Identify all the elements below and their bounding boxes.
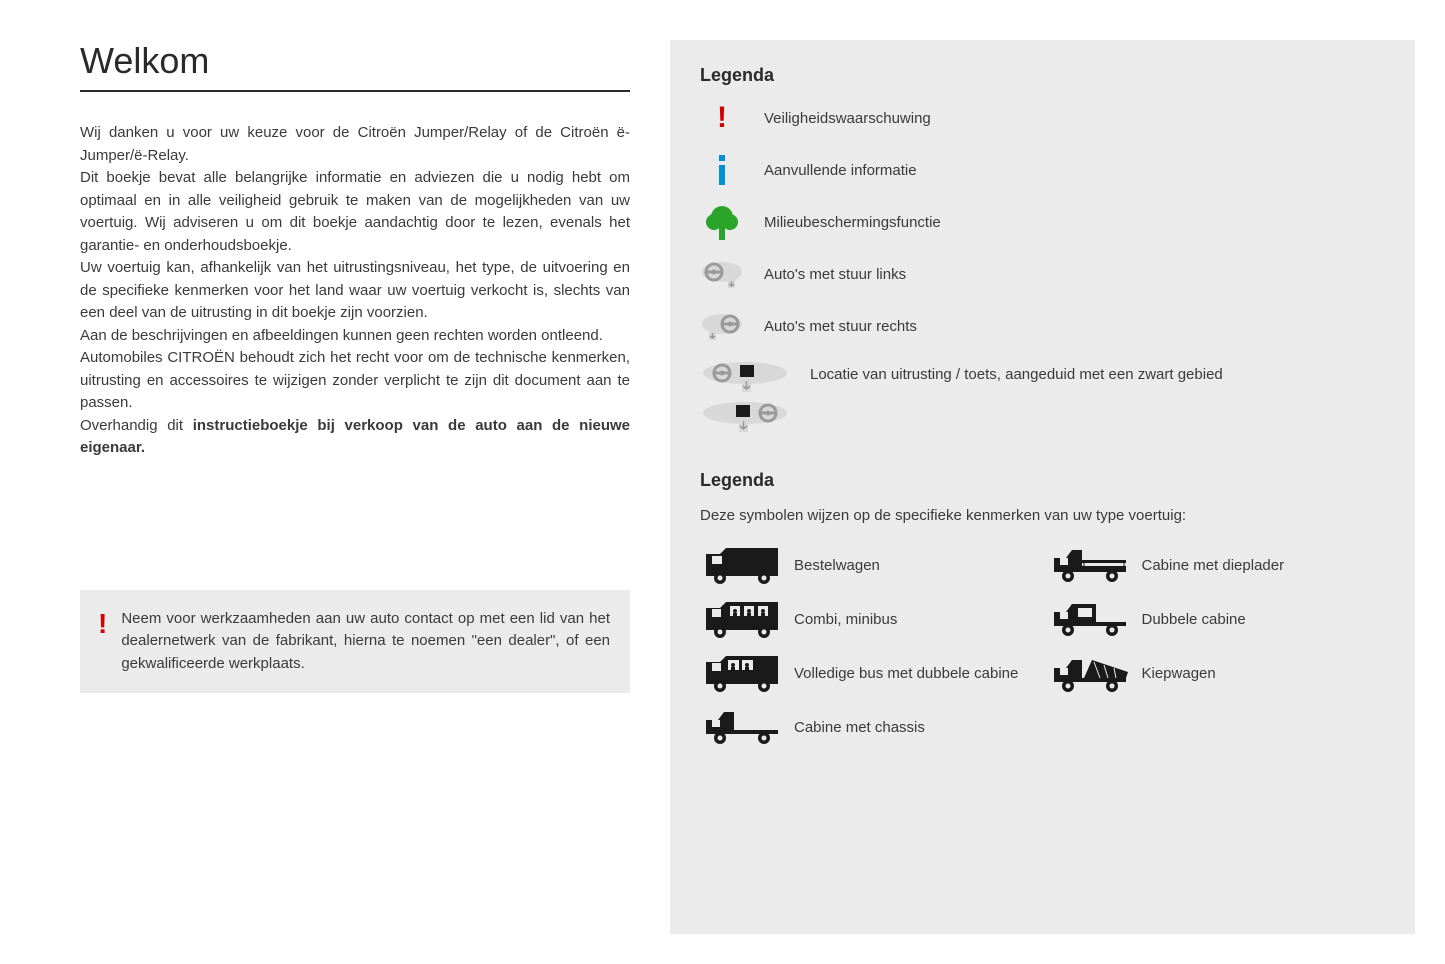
left-column: Welkom Wij danken u voor uw keuze voor d… (80, 40, 660, 934)
intro-p6: Overhandig dit instructieboekje bij verk… (80, 415, 630, 460)
vehicle-grid: Bestelwagen Cabine met dieplader (700, 544, 1385, 750)
vehicle-label: Cabine met dieplader (1142, 556, 1285, 576)
vehicle-label: Volledige bus met dubbele cabine (794, 664, 1018, 684)
warning-text: Neem voor werkzaamheden aan uw auto cont… (121, 608, 610, 676)
steering-right-icon (700, 308, 744, 344)
legend-item-rhd: Auto's met stuur rechts (700, 308, 1385, 344)
chassis-icon (700, 706, 782, 750)
legend-item-warning: ! Veiligheidswaarschuwing (700, 100, 1385, 136)
intro-p4: Aan de beschrijvingen en afbeeldingen ku… (80, 325, 630, 348)
tipper-icon (1048, 652, 1130, 696)
warning-icon: ! (700, 100, 744, 136)
vehicle-doublecab: Dubbele cabine (1048, 598, 1386, 642)
legend-label: Milieubeschermingsfunctie (764, 212, 941, 233)
legend-location-row: Locatie van uitrusting / toets, aangedui… (700, 360, 1385, 440)
vehicle-crewvan: Volledige bus met dubbele cabine (700, 652, 1038, 696)
legend1-list: ! Veiligheidswaarschuwing Aanvullende in… (700, 100, 1385, 344)
intro-p3: Uw voertuig kan, afhankelijk van het uit… (80, 257, 630, 325)
vehicle-tipper: Kiepwagen (1048, 652, 1386, 696)
vehicle-label: Bestelwagen (794, 556, 880, 576)
location-icons (700, 360, 790, 440)
legend-label: Veiligheidswaarschuwing (764, 108, 931, 129)
van-icon (700, 544, 782, 588)
legend-item-eco: Milieubeschermingsfunctie (700, 204, 1385, 240)
intro-p6-prefix: Overhandig dit (80, 417, 193, 434)
legend2-subtitle: Deze symbolen wijzen op de specifieke ke… (700, 505, 1385, 526)
intro-p2: Dit boekje bevat alle belangrijke inform… (80, 167, 630, 257)
legend2-title: Legenda (700, 470, 1385, 491)
vehicle-combi: Combi, minibus (700, 598, 1038, 642)
legend-label: Aanvullende informatie (764, 160, 917, 181)
steering-left-icon (700, 256, 744, 292)
legend-label: Auto's met stuur links (764, 264, 906, 285)
crewvan-icon (700, 652, 782, 696)
legend-label: Auto's met stuur rechts (764, 316, 917, 337)
vehicle-label: Cabine met chassis (794, 718, 925, 738)
tree-icon (700, 204, 744, 240)
location-label: Locatie van uitrusting / toets, aangedui… (810, 360, 1223, 385)
intro-text: Wij danken u voor uw keuze voor de Citro… (80, 122, 630, 460)
warning-icon: ! (98, 610, 107, 638)
legend-item-lhd: Auto's met stuur links (700, 256, 1385, 292)
doublecab-icon (1048, 598, 1130, 642)
title-rule (80, 90, 630, 92)
intro-p5: Automobiles CITROËN behoudt zich het rec… (80, 347, 630, 415)
page-title: Welkom (80, 40, 630, 82)
flatbed-icon (1048, 544, 1130, 588)
vehicle-van: Bestelwagen (700, 544, 1038, 588)
combi-icon (700, 598, 782, 642)
intro-p1: Wij danken u voor uw keuze voor de Citro… (80, 122, 630, 167)
legend1-title: Legenda (700, 65, 1385, 86)
info-icon (700, 152, 744, 188)
vehicle-label: Dubbele cabine (1142, 610, 1246, 630)
vehicle-label: Combi, minibus (794, 610, 897, 630)
right-column: Legenda ! Veiligheidswaarschuwing Aanvul… (670, 40, 1415, 934)
legend-item-info: Aanvullende informatie (700, 152, 1385, 188)
vehicle-label: Kiepwagen (1142, 664, 1216, 684)
vehicle-flatbed: Cabine met dieplader (1048, 544, 1386, 588)
vehicle-chassis: Cabine met chassis (700, 706, 1038, 750)
warning-box: ! Neem voor werkzaamheden aan uw auto co… (80, 590, 630, 694)
